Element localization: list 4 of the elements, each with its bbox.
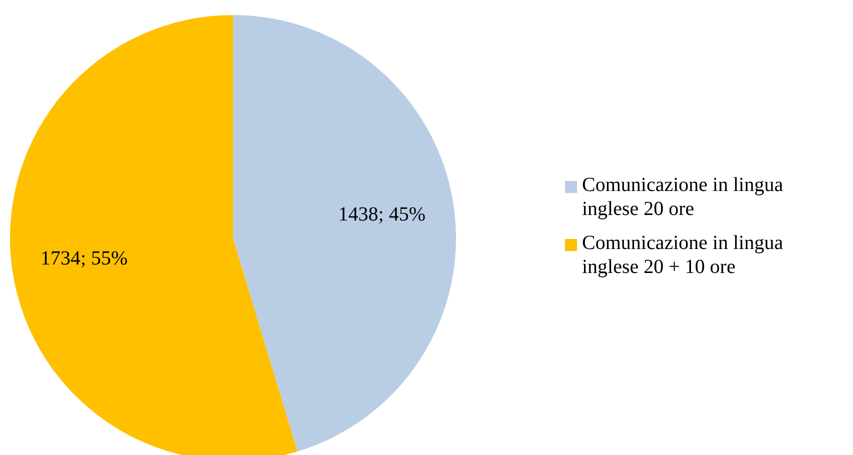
legend-label: Comunicazione in lingua inglese 20 ore — [582, 174, 784, 220]
data-label: 1438; 45% — [338, 204, 426, 226]
legend-label: Comunicazione in lingua inglese 20 + 10 ore — [582, 232, 784, 278]
data-label: 1734; 55% — [40, 248, 128, 270]
